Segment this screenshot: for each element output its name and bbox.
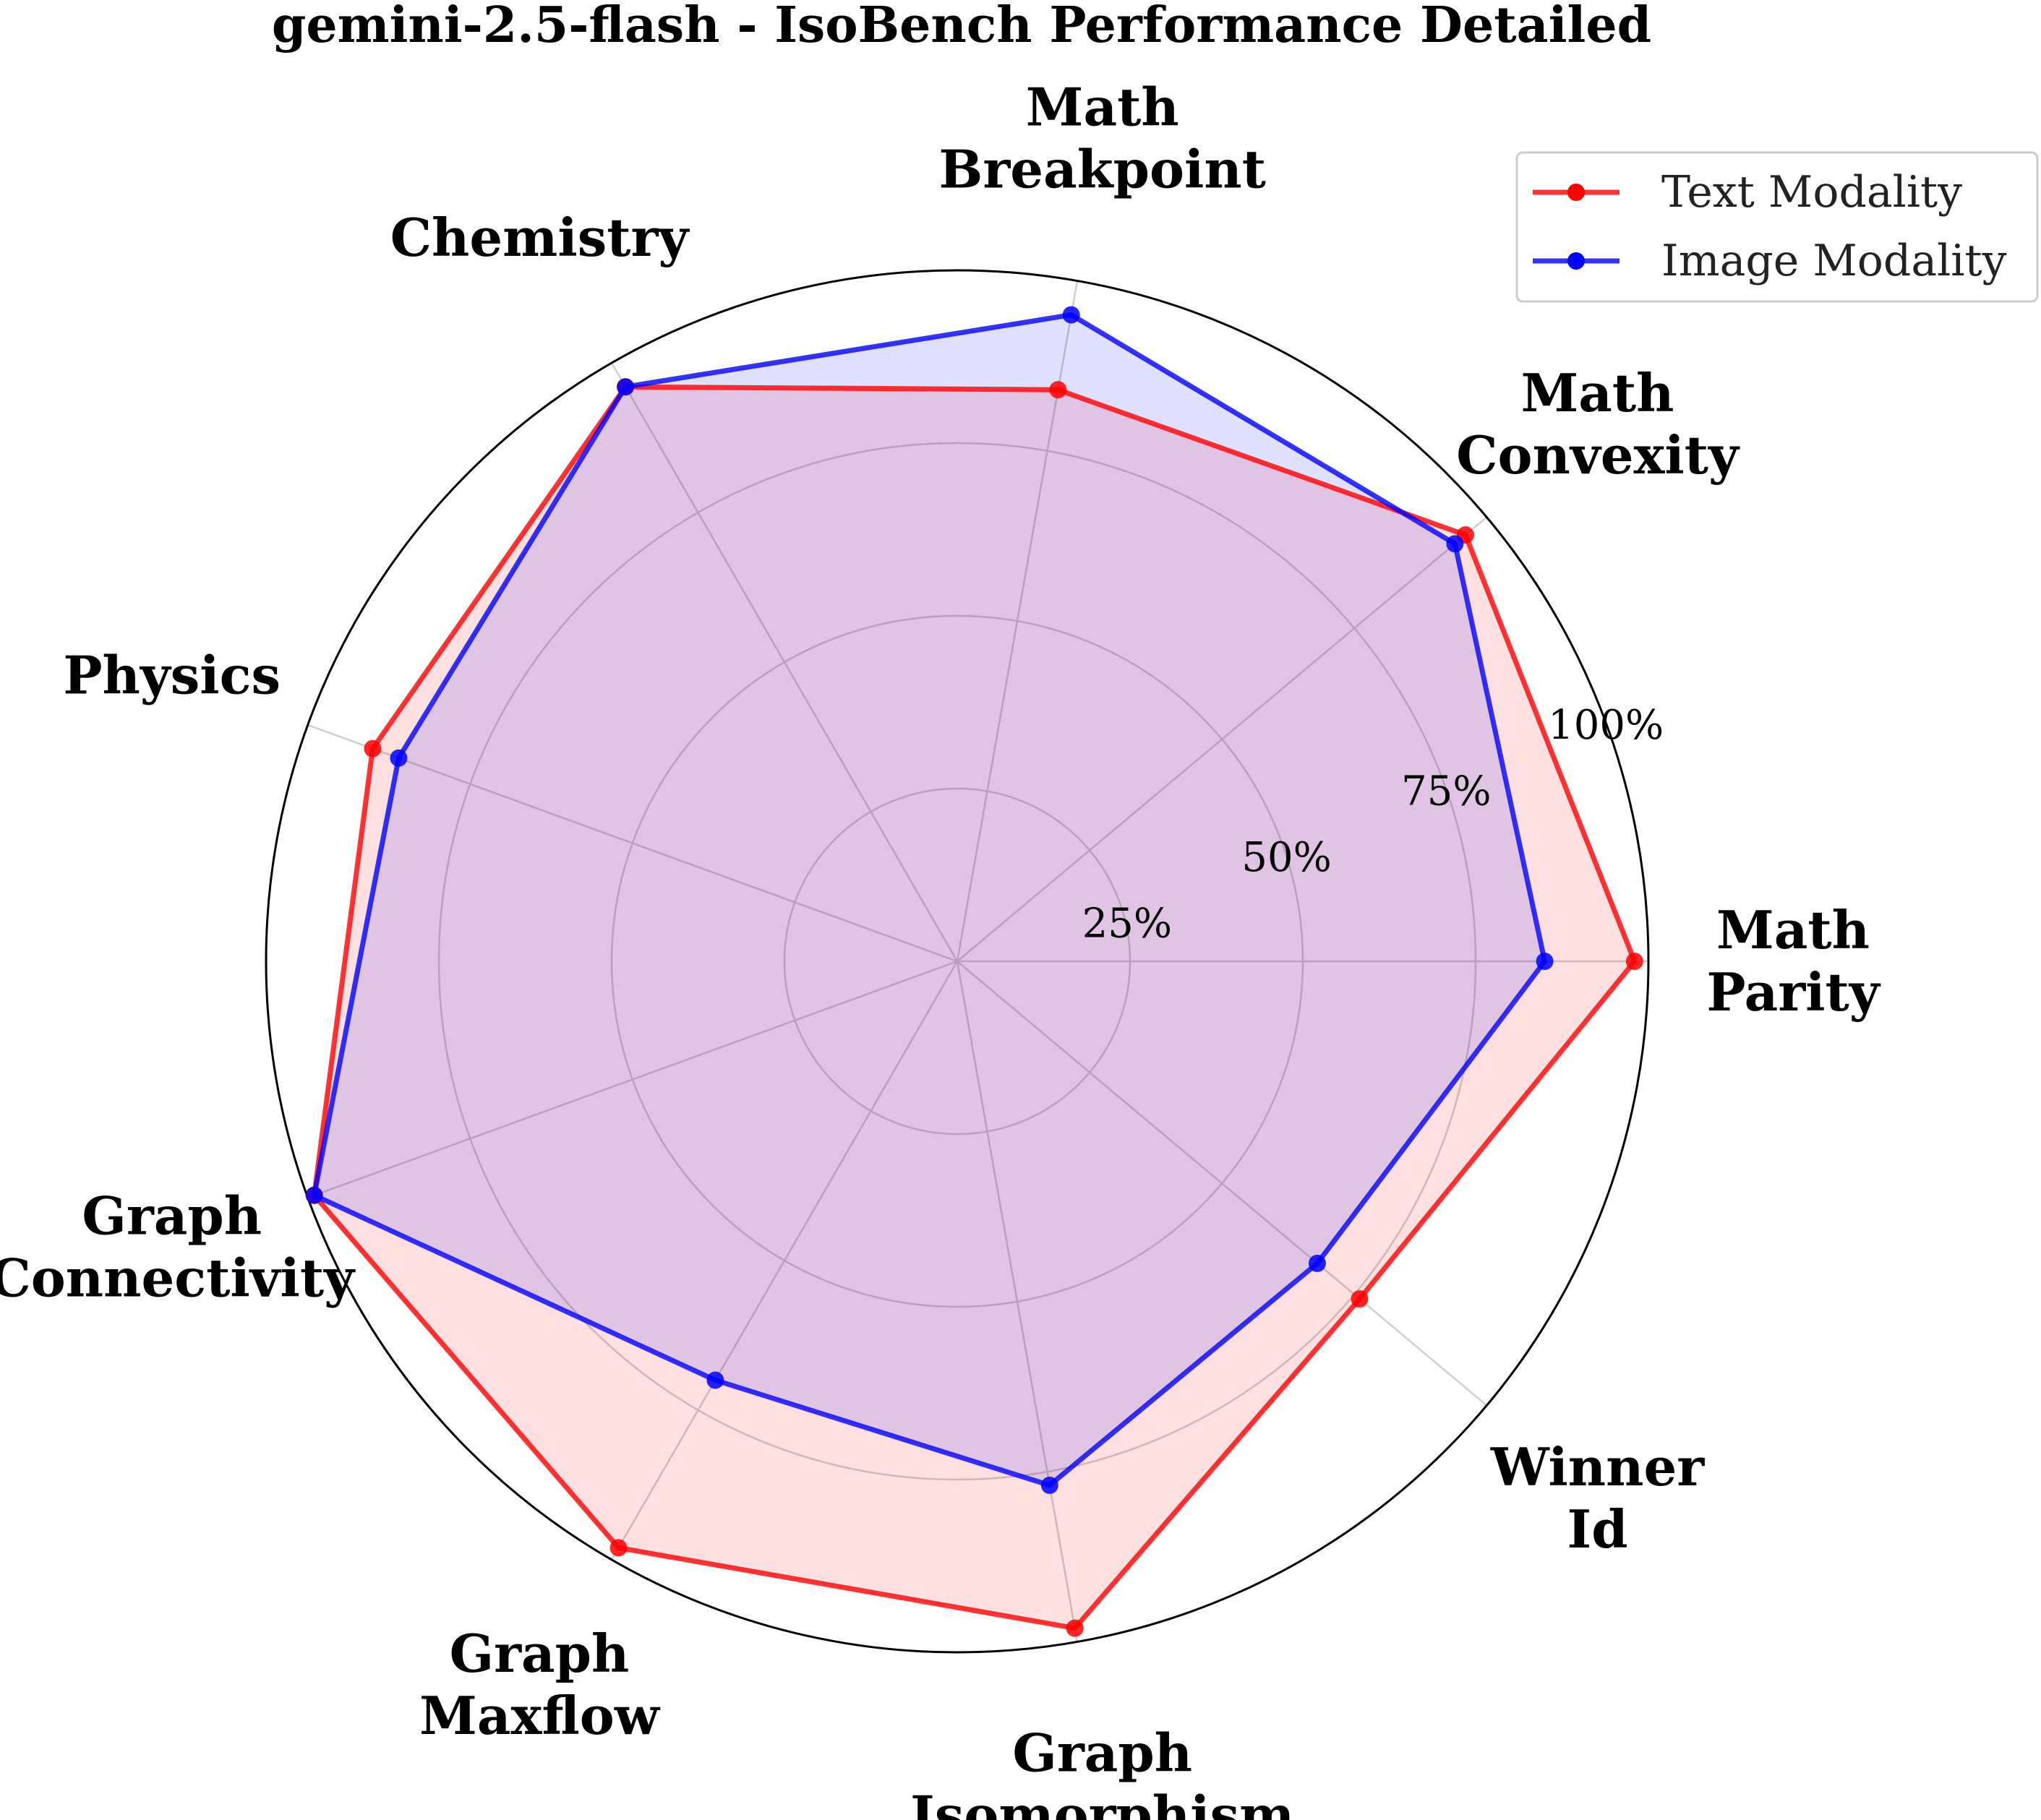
tick-label: 100% <box>1548 702 1664 749</box>
series-layer <box>305 306 1643 1637</box>
chart-title: gemini-2.5-flash - IsoBench Performance … <box>272 0 1651 54</box>
series-point <box>1308 1254 1326 1272</box>
series-area <box>314 387 1635 1628</box>
series-point <box>1040 1476 1058 1494</box>
category-label: Graph Maxflow <box>419 1623 661 1746</box>
category-label-layer: Math Parity Math Convexity Math Breakpoint Che… <box>0 77 1881 1820</box>
category-label: Math Breakpoint <box>939 77 1266 200</box>
series-line <box>312 384 1638 1631</box>
category-label: Math Parity <box>1706 899 1880 1023</box>
series-area <box>314 314 1545 1485</box>
grid-spoke <box>957 961 1488 1407</box>
series-point <box>706 1371 724 1389</box>
legend-marker <box>1567 184 1585 201</box>
series-point <box>1066 1619 1084 1637</box>
series-point <box>1062 306 1080 324</box>
tick-label: 50% <box>1241 834 1331 881</box>
legend-marker <box>1567 252 1585 270</box>
category-label: Chemistry <box>390 207 690 268</box>
series-point <box>1536 953 1554 970</box>
series-line <box>312 312 1548 1488</box>
series-point <box>1351 1290 1369 1308</box>
series-point <box>1049 381 1067 399</box>
grid-spoke <box>610 362 959 962</box>
series-point <box>305 1186 323 1204</box>
grid-spoke <box>956 961 1079 1642</box>
tick-label-layer: 25% 50% 75% 100% <box>1082 702 1664 947</box>
category-label: Graph Isomorphism <box>910 1722 1294 1820</box>
legend: Text Modality Image Modality <box>1515 151 2039 303</box>
legend-items: Text Modality Image Modality <box>1533 167 2007 286</box>
series-point <box>1446 535 1464 553</box>
series-point <box>364 739 382 757</box>
tick-label: 25% <box>1082 901 1172 948</box>
tick-label: 75% <box>1401 768 1491 815</box>
outer-ring <box>265 269 1650 1654</box>
legend-label: Text Modality <box>1661 167 1962 218</box>
category-label: Winner Id <box>1490 1436 1705 1560</box>
grid-spoke <box>307 960 958 1199</box>
grid-spoke <box>957 516 1488 962</box>
series-point <box>390 749 408 767</box>
category-label: Math Convexity <box>1456 362 1740 486</box>
category-label: Physics <box>63 645 281 706</box>
legend-label: Image Modality <box>1661 236 2007 286</box>
category-label: Graph Connectivity <box>0 1185 356 1308</box>
series-point <box>617 378 635 396</box>
series-point <box>1625 953 1643 970</box>
legend-frame <box>1515 151 2039 303</box>
grid-layer <box>265 269 1650 1654</box>
series-point <box>609 1539 628 1557</box>
grid-spoke <box>307 724 958 963</box>
grid-spoke <box>610 961 959 1561</box>
